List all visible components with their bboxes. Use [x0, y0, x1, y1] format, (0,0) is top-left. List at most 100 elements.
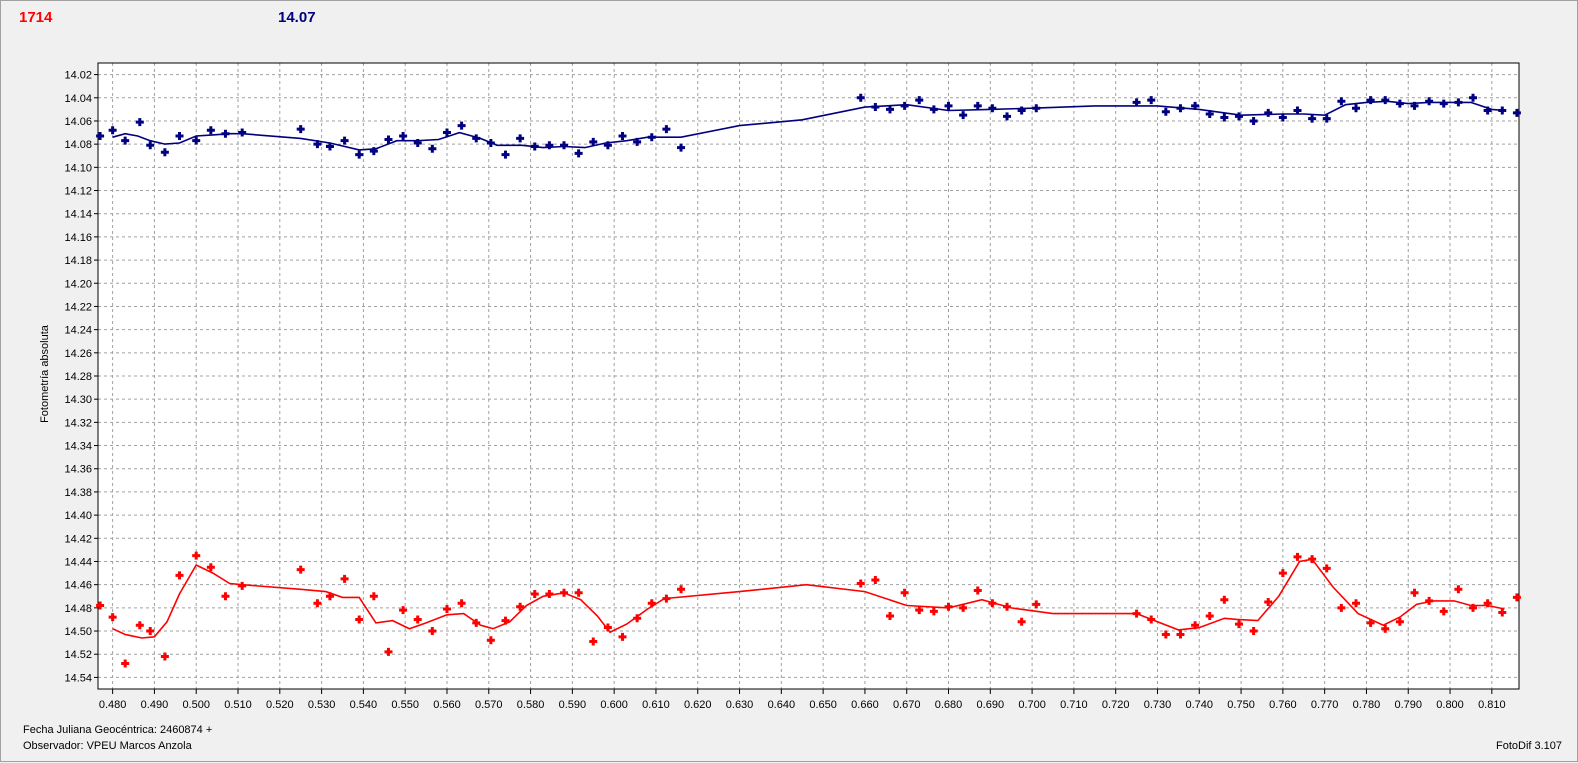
data-point-red — [1191, 621, 1200, 630]
x-tick-label: 0.750 — [1227, 699, 1255, 711]
y-tick-label: 14.04 — [64, 93, 92, 105]
data-point-blue — [442, 128, 451, 137]
data-point-red — [959, 603, 968, 612]
y-tick-label: 14.36 — [64, 464, 92, 476]
x-tick-label: 0.570 — [475, 699, 503, 711]
y-tick-label: 14.06 — [64, 116, 92, 128]
data-point-blue — [1249, 116, 1258, 125]
data-point-blue — [428, 144, 437, 153]
y-tick-label: 14.40 — [64, 510, 92, 522]
data-point-red — [1410, 588, 1419, 597]
data-point-red — [428, 627, 437, 636]
plot-border — [97, 62, 1520, 690]
data-point-red — [1381, 624, 1390, 633]
data-point-blue — [399, 132, 408, 141]
y-tick-label: 14.02 — [64, 70, 92, 82]
data-point-red — [369, 592, 378, 601]
data-point-blue — [959, 111, 968, 120]
data-point-red — [633, 614, 642, 623]
x-tick-label: 0.680 — [935, 699, 963, 711]
data-point-red — [1308, 555, 1317, 564]
data-point-red — [399, 606, 408, 615]
data-point-blue — [915, 96, 924, 105]
data-point-blue — [647, 133, 656, 142]
data-point-red — [1132, 609, 1141, 618]
data-point-red — [325, 592, 334, 601]
data-point-blue — [457, 121, 466, 130]
y-tick-label: 14.26 — [64, 348, 92, 360]
data-point-red — [1017, 617, 1026, 626]
y-tick-label: 14.24 — [64, 325, 92, 337]
data-point-blue — [146, 141, 155, 150]
data-point-blue — [545, 141, 554, 150]
data-point-blue — [929, 105, 938, 114]
data-point-blue — [1498, 106, 1507, 115]
data-point-blue — [856, 93, 865, 102]
y-tick-label: 14.32 — [64, 417, 92, 429]
data-point-red — [472, 618, 481, 627]
data-point-blue — [121, 136, 130, 145]
x-tick-label: 0.620 — [684, 699, 712, 711]
x-tick-label: 0.790 — [1394, 699, 1422, 711]
data-point-blue — [1469, 93, 1478, 102]
data-point-red — [871, 576, 880, 585]
data-point-red — [1147, 615, 1156, 624]
data-point-blue — [1147, 96, 1156, 105]
data-point-red — [856, 579, 865, 588]
y-tick-label: 14.50 — [64, 626, 92, 638]
data-point-red — [413, 615, 422, 624]
data-point-red — [160, 652, 169, 661]
data-point-blue — [238, 128, 247, 137]
data-point-blue — [1439, 99, 1448, 108]
x-tick-label: 0.640 — [768, 699, 796, 711]
data-point-red — [108, 613, 117, 622]
x-tick-label: 0.560 — [433, 699, 461, 711]
x-tick-label: 0.690 — [977, 699, 1005, 711]
y-tick-label: 14.12 — [64, 186, 92, 198]
x-tick-label: 0.480 — [99, 699, 127, 711]
data-point-red — [175, 571, 184, 580]
data-point-red — [1176, 630, 1185, 639]
trend-line-red — [112, 558, 1505, 639]
y-tick-label: 14.28 — [64, 371, 92, 383]
data-point-red — [900, 588, 909, 597]
x-tick-label: 0.780 — [1353, 699, 1381, 711]
data-point-red — [915, 606, 924, 615]
data-point-blue — [574, 149, 583, 158]
x-tick-label: 0.500 — [182, 699, 210, 711]
data-point-red — [1498, 608, 1507, 617]
x-tick-label: 0.710 — [1060, 699, 1088, 711]
data-point-blue — [944, 101, 953, 110]
data-point-red — [516, 602, 525, 611]
data-point-blue — [988, 104, 997, 113]
data-point-blue — [192, 136, 201, 145]
data-point-blue — [1278, 113, 1287, 122]
y-tick-label: 14.20 — [64, 278, 92, 290]
y-axis-label: Fotometría absoluta — [39, 324, 51, 423]
y-tick-label: 14.44 — [64, 556, 92, 568]
data-point-red — [560, 588, 569, 597]
data-point-red — [1220, 595, 1229, 604]
data-point-red — [206, 563, 215, 572]
data-point-blue — [501, 150, 510, 159]
data-point-blue — [1234, 112, 1243, 121]
data-point-red — [885, 611, 894, 620]
data-point-blue — [296, 125, 305, 134]
data-point-blue — [221, 129, 230, 138]
data-point-red — [973, 586, 982, 595]
data-point-red — [647, 599, 656, 608]
data-point-blue — [355, 150, 364, 159]
data-point-red — [988, 599, 997, 608]
y-tick-label: 14.14 — [64, 209, 92, 221]
data-point-blue — [340, 136, 349, 145]
data-point-red — [545, 589, 554, 598]
y-tick-label: 14.42 — [64, 533, 92, 545]
data-point-red — [486, 636, 495, 645]
x-tick-label: 0.530 — [308, 699, 336, 711]
header-red-value: 1714 — [19, 9, 53, 26]
data-point-red — [530, 589, 539, 598]
data-point-red — [192, 551, 201, 560]
data-point-blue — [1161, 107, 1170, 116]
data-point-red — [1439, 607, 1448, 616]
data-point-red — [1395, 617, 1404, 626]
